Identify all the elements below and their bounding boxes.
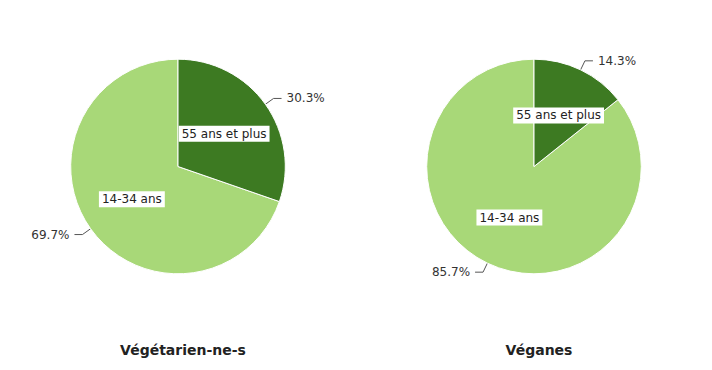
svg-text:55 ans et plus: 55 ans et plus [182,127,267,141]
svg-text:85.7%: 85.7% [432,265,470,279]
svg-text:69.7%: 69.7% [31,228,69,242]
svg-text:14-34 ans: 14-34 ans [479,211,539,225]
svg-text:Végétarien-ne-s: Végétarien-ne-s [120,342,246,358]
svg-text:Véganes: Véganes [506,342,573,358]
svg-text:14-34 ans: 14-34 ans [102,192,162,206]
svg-text:14.3%: 14.3% [598,54,636,68]
svg-text:30.3%: 30.3% [287,91,325,105]
svg-text:55 ans et plus: 55 ans et plus [516,108,601,122]
